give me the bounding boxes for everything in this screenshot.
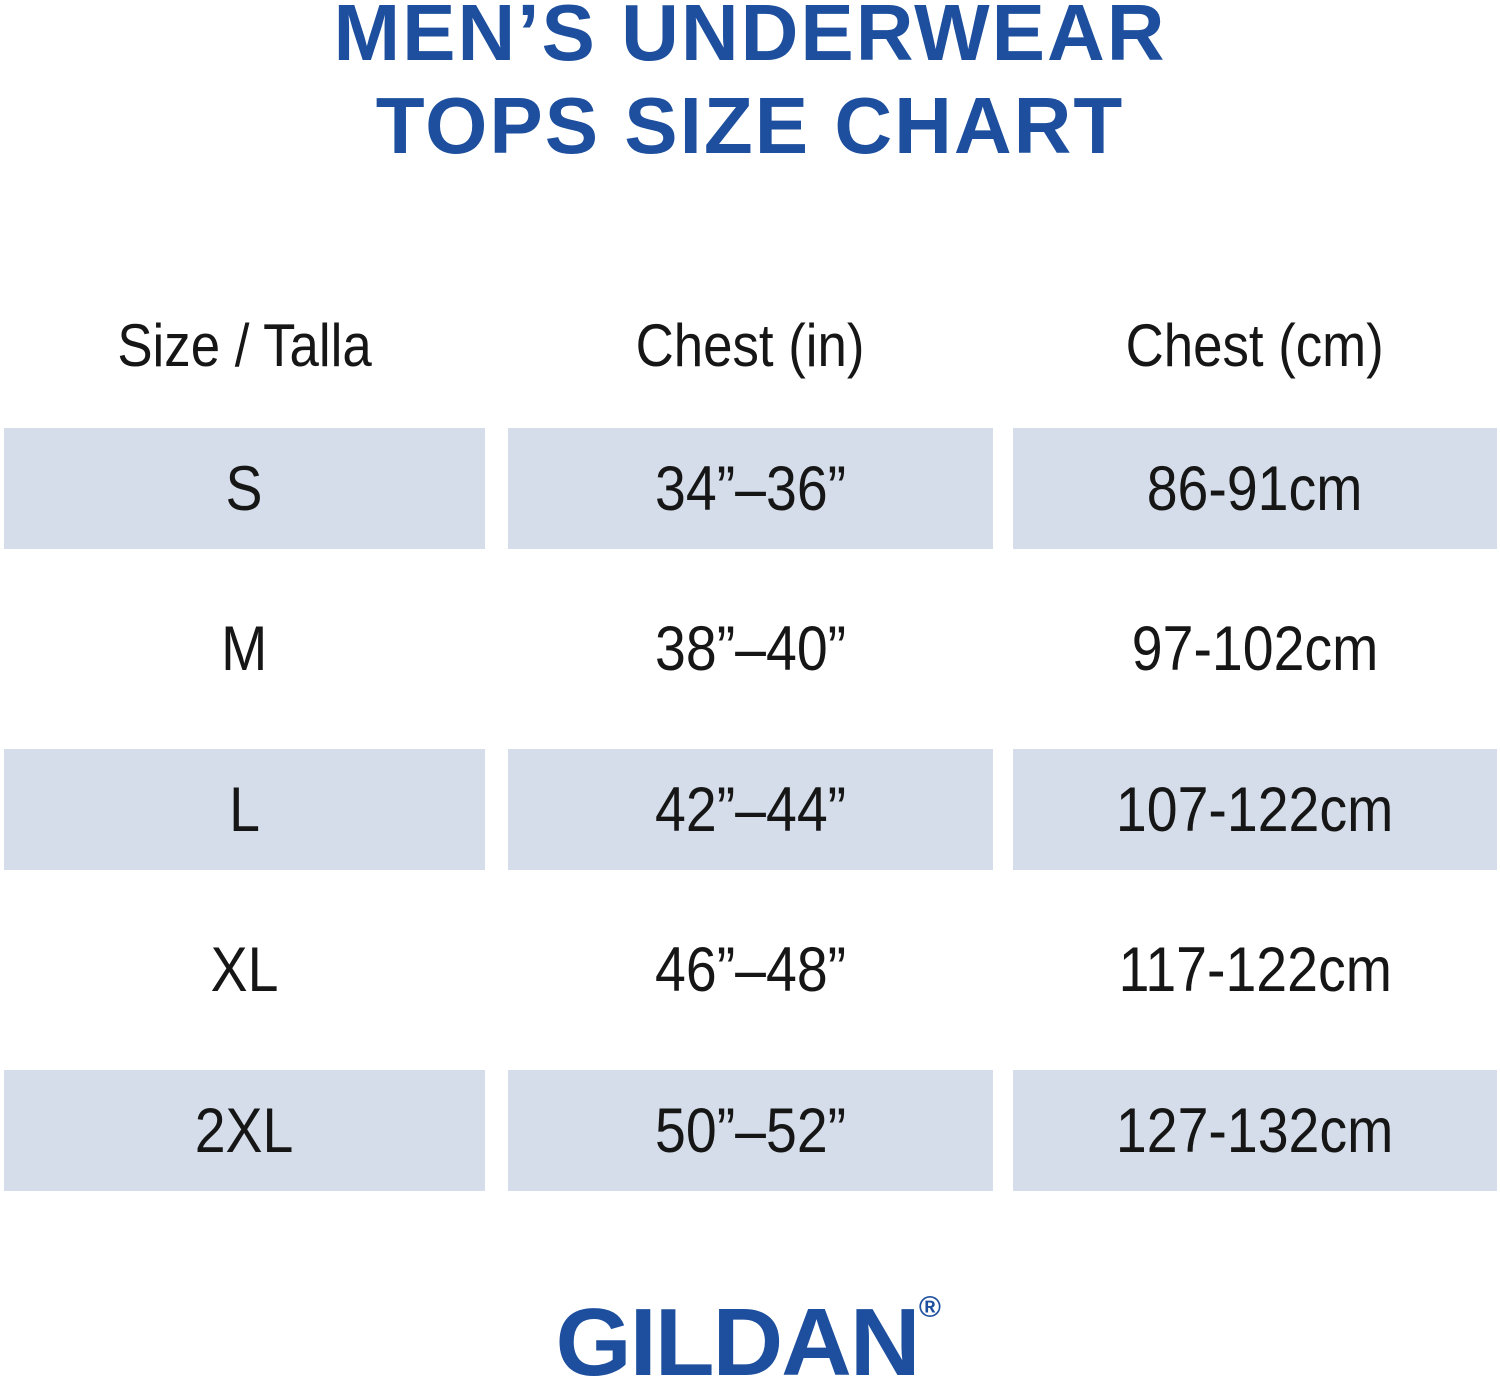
chest-cm-cell: 117-122cm <box>1118 935 1392 1005</box>
chest-cm-cell: 97-102cm <box>1131 614 1379 684</box>
chest-cm-cell: 127-132cm <box>1013 1070 1497 1191</box>
size-cell: 2XL <box>4 1070 485 1191</box>
page-title: MEN’S UNDERWEAR TOPS SIZE CHART <box>0 0 1500 172</box>
page-title-line1: MEN’S UNDERWEAR <box>333 0 1167 77</box>
table-header-row: Size / Talla Chest (in) Chest (cm) <box>0 300 1500 390</box>
size-cell: XL <box>210 935 279 1005</box>
table-row-2xl: 2XL 50”–52” 127-132cm <box>0 1070 1500 1191</box>
column-header-chest-cm: Chest (cm) <box>1125 311 1385 379</box>
size-cell: S <box>4 428 485 549</box>
chest-in-cell: 38”–40” <box>654 614 847 684</box>
size-table: S 34”–36” 86-91cm M 38”–40” 97-102cm L 4… <box>0 428 1500 1191</box>
chest-in-cell: 50”–52” <box>508 1070 993 1191</box>
table-row-l: L 42”–44” 107-122cm <box>0 749 1500 870</box>
page-title-line2: TOPS SIZE CHART <box>375 81 1125 170</box>
column-header-chest-in: Chest (in) <box>636 311 865 379</box>
brand-logo-text: GILDAN <box>555 1289 920 1396</box>
size-cell: M <box>221 614 268 684</box>
chest-in-cell: 34”–36” <box>508 428 993 549</box>
brand-logo: GILDAN® <box>0 1293 1500 1391</box>
chest-in-cell: 42”–44” <box>508 749 993 870</box>
table-row-s: S 34”–36” 86-91cm <box>0 428 1500 549</box>
chest-cm-cell: 107-122cm <box>1013 749 1497 870</box>
chest-in-cell: 46”–48” <box>654 935 847 1005</box>
registered-trademark-symbol: ® <box>918 1291 942 1324</box>
table-row-m: M 38”–40” 97-102cm <box>0 589 1500 710</box>
size-cell: L <box>4 749 485 870</box>
table-row-xl: XL 46”–48” 117-122cm <box>0 910 1500 1031</box>
column-header-size: Size / Talla <box>117 311 372 379</box>
chest-cm-cell: 86-91cm <box>1013 428 1497 549</box>
